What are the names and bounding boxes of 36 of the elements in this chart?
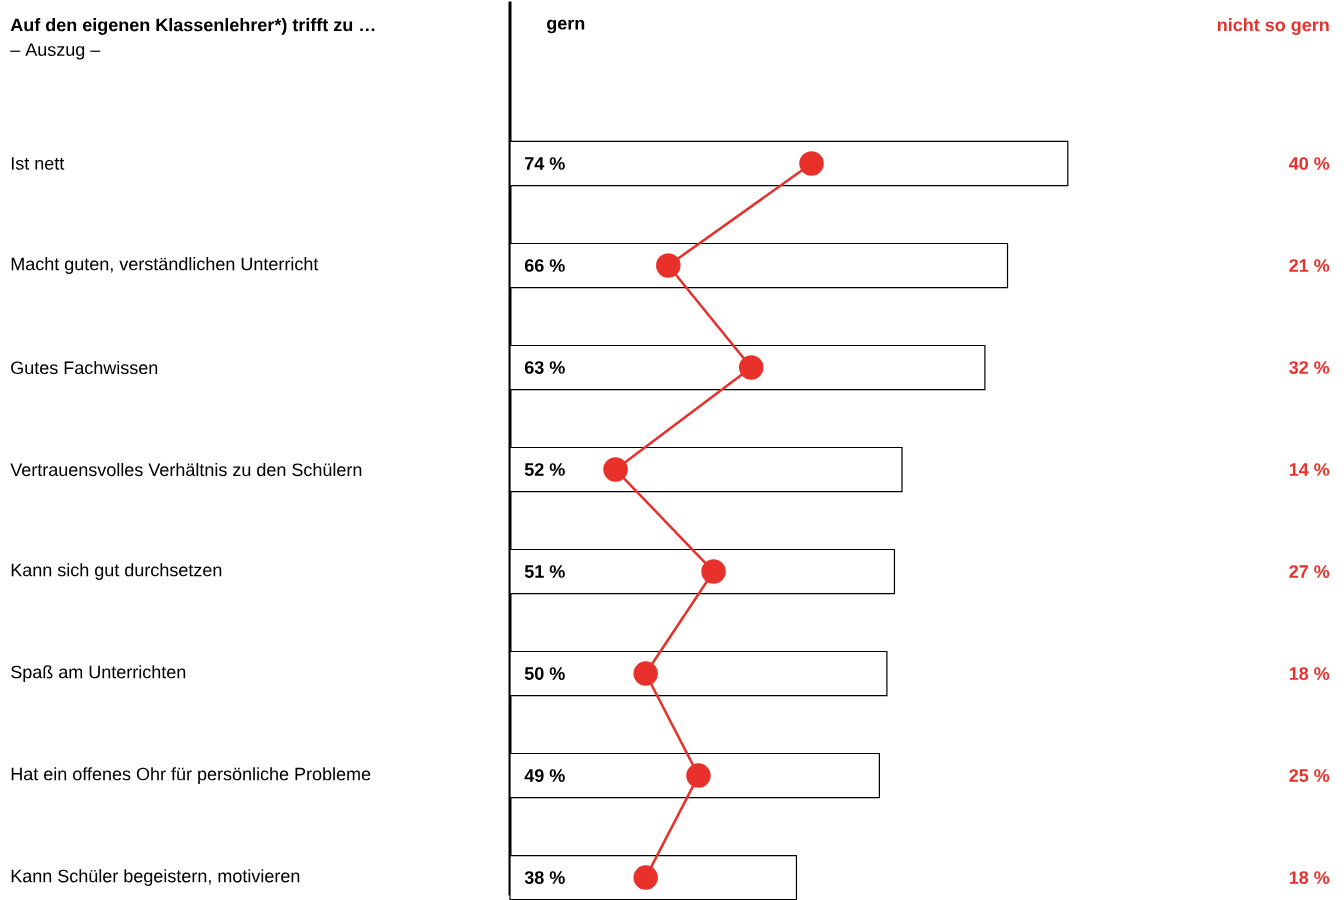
data-label: 14 % [1289, 463, 1330, 476]
point [686, 763, 711, 788]
point [633, 865, 658, 890]
text: nicht so gern [1217, 18, 1329, 35]
data-label: 25 % [1289, 769, 1330, 782]
data-label: 66 % [524, 259, 565, 272]
data-label: 40 % [1288, 157, 1330, 170]
data-label: 49 % [524, 769, 565, 782]
point [603, 457, 628, 482]
y-tick-label: Spaß am Unterrichten [11, 665, 186, 682]
point [633, 661, 658, 686]
text: – Auszug – [10, 43, 101, 60]
data-label: 51 % [524, 565, 565, 578]
point [656, 253, 681, 278]
y-tick-label: Kann sich gut durchsetzen [11, 563, 222, 580]
text: gern [547, 19, 585, 34]
y-tick-label: Macht guten, verständlichen Unterricht [11, 257, 319, 274]
data-label: 38 % [524, 871, 565, 884]
point [799, 151, 824, 176]
y-tick-label: Ist nett [11, 157, 65, 170]
point [738, 355, 764, 380]
data-label: 32 % [1289, 361, 1330, 374]
y-tick-label: Kann Schüler begeistern, motivieren [11, 869, 300, 886]
data-label: 50 % [524, 667, 565, 680]
data-label: 63 % [524, 361, 565, 374]
y-tick-label: Hat ein offenes Ohr für persönliche Probleme [11, 767, 371, 784]
data-label: 21 % [1289, 259, 1330, 272]
data-label: 18 % [1289, 871, 1330, 884]
point [701, 559, 726, 584]
data-label: 27 % [1289, 565, 1330, 578]
data-label: 18 % [1289, 667, 1330, 680]
text: Auf den eigenen Klassenlehrer*) trifft zu … [10, 17, 375, 35]
y-tick-label: Gutes Fachwissen [11, 360, 158, 375]
data-label: 74 % [525, 157, 565, 170]
data-label: 52 % [524, 463, 565, 476]
y-tick-label: Vertrauensvolles Verhältnis zu den Schülern [10, 462, 362, 477]
